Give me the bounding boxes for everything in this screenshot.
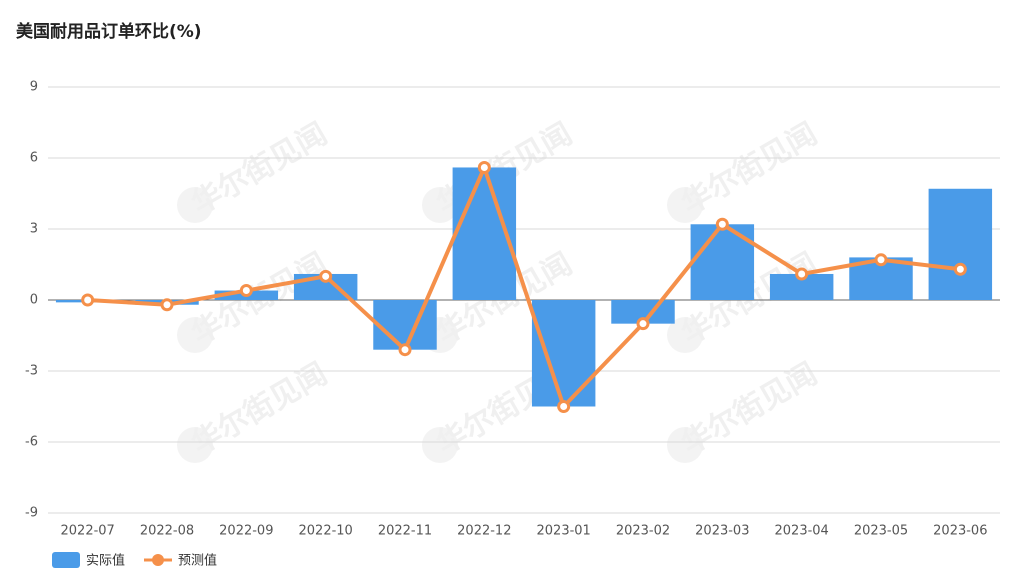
watermark-logo [422,427,458,463]
y-tick-label: 6 [30,151,38,166]
point [81,293,95,307]
line [87,161,961,411]
x-tick-label: 2023-05 [854,524,908,539]
y-tick-label: -6 [25,435,38,450]
watermark-logo [422,187,458,223]
point [557,400,571,413]
x-tick-label: 2022-07 [61,524,115,539]
y-tick-label: 0 [30,293,38,308]
x-tick-label: 2023-02 [616,524,670,539]
point [319,269,333,283]
point [398,343,412,357]
point [477,160,491,174]
point [953,262,967,276]
point [239,284,253,298]
watermark-logo [177,427,213,463]
bar [373,300,437,350]
watermark-logo [667,317,703,353]
point [636,317,650,331]
x-tick-label: 2023-03 [695,524,749,539]
watermark-logo [177,317,213,353]
bar [928,188,993,300]
legend-label: 预测值 [178,553,217,569]
point [874,253,888,267]
y-tick-label: 9 [30,80,38,95]
bar [531,300,596,407]
y-tick-label: -9 [25,506,38,521]
watermark-logo [177,187,213,223]
bar [690,224,755,300]
x-tick-label: 2023-04 [775,524,829,539]
x-tick-label: 2022-08 [140,524,194,539]
legend-swatch [52,552,80,568]
x-tick-label: 2022-11 [378,524,432,539]
watermark-logo [667,427,703,463]
x-tick-label: 2023-06 [933,524,987,539]
watermark: 华尔街见闻 [186,116,333,221]
point [795,267,809,281]
point [160,298,174,312]
x-tick-label: 2023-01 [537,524,591,539]
watermark: 华尔街见闻 [676,116,823,221]
x-tick-label: 2022-09 [219,524,273,539]
legend-label: 实际值 [86,553,125,569]
watermark-logo [667,187,703,223]
legend-swatch [152,554,164,566]
point [715,217,729,231]
chart-title: 美国耐用品订单环比(%) [16,21,202,42]
y-tick-label: -3 [25,364,38,379]
y-tick-label: 3 [30,222,38,237]
watermark: 华尔街见闻 [676,356,823,461]
x-tick-label: 2022-10 [299,524,353,539]
x-tick-label: 2022-12 [457,524,511,539]
watermark: 华尔街见闻 [186,356,333,461]
